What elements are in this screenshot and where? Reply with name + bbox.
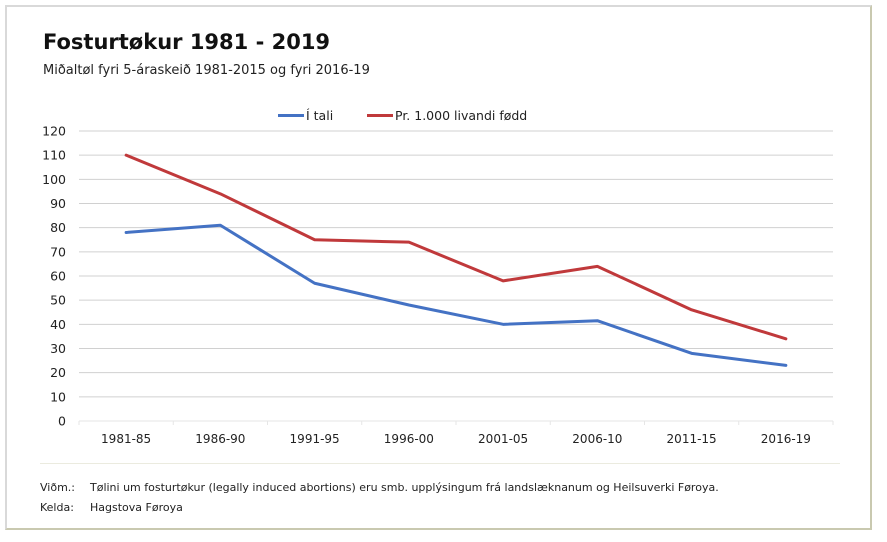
chart-subtitle: Miðaltøl fyri 5-áraskeið 1981-2015 og fy… xyxy=(43,63,370,78)
gridlines xyxy=(79,130,833,422)
legend: Í tali Pr. 1.000 livandi fødd xyxy=(0,108,887,126)
chart-frame xyxy=(5,5,872,530)
y-tick-label: 50 xyxy=(50,293,66,308)
y-axis-ticks: 0 10 20 30 40 50 60 70 80 90 100 110 120 xyxy=(42,124,66,429)
x-tick-label: 2016-19 xyxy=(761,432,811,446)
note-text: Tølini um fosturtøkur (legally induced a… xyxy=(90,481,719,494)
series-line-0 xyxy=(124,223,788,367)
footer-source: Kelda: Hagstova Føroya xyxy=(40,501,183,514)
y-tick-label: 70 xyxy=(50,244,66,259)
legend-swatch-blue xyxy=(278,114,304,117)
y-tick-label: 100 xyxy=(42,172,66,187)
x-tick-label: 1996-00 xyxy=(384,432,434,446)
legend-label: Pr. 1.000 livandi fødd xyxy=(395,108,528,123)
x-axis-ticks: 1981-85 1986-90 1991-95 1996-00 2001-05 2006-… xyxy=(78,421,834,446)
y-tick-label: 0 xyxy=(58,414,66,429)
note-label: Viðm.: xyxy=(40,481,75,494)
y-tick-label: 10 xyxy=(50,389,66,404)
y-tick-label: 90 xyxy=(50,196,66,211)
series-lines xyxy=(124,153,788,367)
footer-divider xyxy=(40,463,840,464)
x-tick-label: 2011-15 xyxy=(667,432,717,446)
series-line-1 xyxy=(124,153,788,341)
x-tick-label: 1986-90 xyxy=(195,432,245,446)
source-text: Hagstova Føroya xyxy=(90,501,183,514)
y-tick-label: 110 xyxy=(42,148,66,163)
chart-title: Fosturtøkur 1981 - 2019 xyxy=(43,30,331,54)
footer-note: Viðm.: Tølini um fosturtøkur (legally ind… xyxy=(40,481,719,494)
y-tick-label: 80 xyxy=(50,220,66,235)
y-tick-label: 40 xyxy=(50,317,66,332)
legend-swatch-red xyxy=(367,114,393,117)
x-tick-label: 1981-85 xyxy=(101,432,151,446)
y-tick-label: 120 xyxy=(42,124,66,139)
y-tick-label: 30 xyxy=(50,341,66,356)
x-tick-label: 1991-95 xyxy=(290,432,340,446)
x-tick-label: 2001-05 xyxy=(478,432,528,446)
x-tick-label: 2006-10 xyxy=(572,432,622,446)
source-label: Kelda: xyxy=(40,501,74,514)
legend-item-per-1000[interactable]: Pr. 1.000 livandi fødd xyxy=(367,108,527,123)
y-tick-label: 60 xyxy=(50,269,66,284)
y-tick-label: 20 xyxy=(50,365,66,380)
legend-label: Í tali xyxy=(306,108,334,123)
legend-item-i-tali[interactable]: Í tali xyxy=(278,108,333,123)
